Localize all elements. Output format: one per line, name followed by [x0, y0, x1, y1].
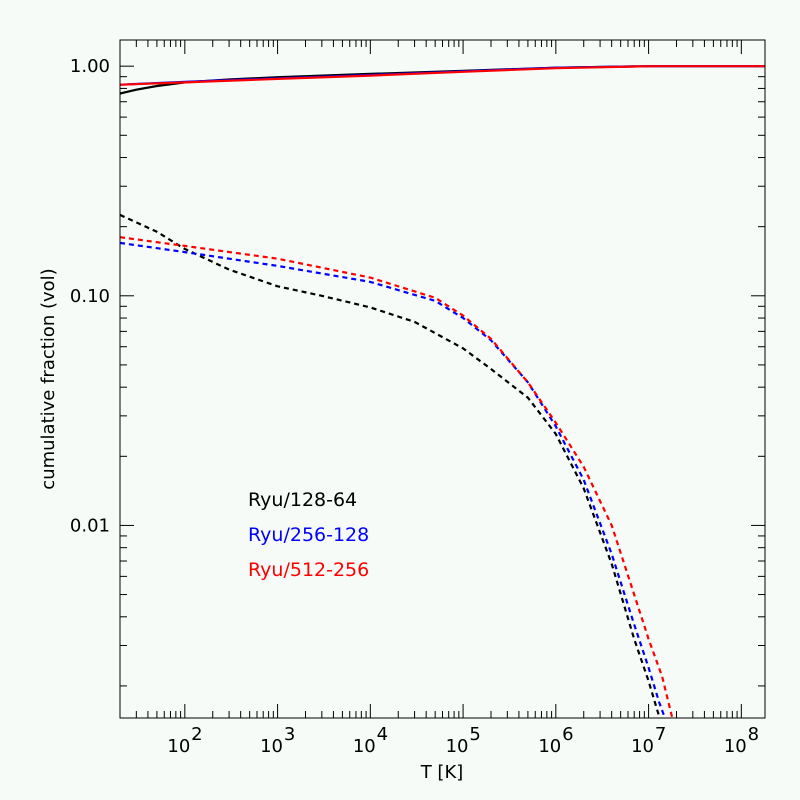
x-tick-label-exponent: 3 [284, 724, 295, 745]
x-tick-label-exponent: 4 [377, 724, 388, 745]
series-lines [120, 65, 765, 718]
dashed-line [120, 213, 661, 718]
plot-frame [119, 39, 766, 719]
x-tick-label: 10 [538, 736, 561, 757]
y-tick-labels: 1.00 0.10 0.01 [70, 56, 110, 536]
x-tick-label: 10 [446, 736, 469, 757]
y-tick-label: 0.10 [70, 286, 110, 307]
tick-marks [119, 40, 765, 718]
x-tick-label: 10 [167, 736, 190, 757]
legend-entry: Ryu/256-128 [248, 524, 369, 546]
y-tick-label: 0.01 [70, 515, 110, 536]
solid-line [120, 65, 765, 86]
x-tick-label-exponent: 7 [655, 724, 666, 745]
dashed-line [120, 241, 667, 718]
dashed-line [120, 236, 674, 718]
x-tick-label: 10 [631, 736, 654, 757]
x-tick-label-exponent: 8 [748, 724, 759, 745]
x-tick-label-exponent: 2 [191, 724, 202, 745]
y-axis-title: cumulative fraction (vol) [38, 268, 59, 489]
legend: Ryu/128-64 Ryu/256-128 Ryu/512-256 [248, 489, 369, 581]
legend-entry: Ryu/512-256 [248, 559, 369, 581]
x-tick-label: 10 [260, 736, 283, 757]
x-tick-label-exponent: 6 [562, 724, 573, 745]
x-tick-label: 10 [724, 736, 747, 757]
legend-entry: Ryu/128-64 [248, 489, 357, 511]
y-tick-label: 1.00 [70, 56, 110, 77]
x-tick-label-exponent: 5 [469, 724, 480, 745]
x-axis-title: T [K] [420, 762, 464, 783]
x-tick-label: 10 [353, 736, 376, 757]
